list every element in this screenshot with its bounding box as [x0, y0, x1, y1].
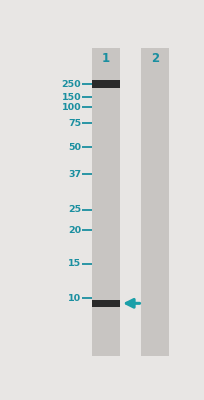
Text: 15: 15	[68, 259, 81, 268]
Bar	[92, 80, 119, 88]
Text: 25: 25	[68, 205, 81, 214]
Text: 100: 100	[61, 103, 81, 112]
Text: 2: 2	[150, 52, 158, 65]
Text: 75: 75	[68, 119, 81, 128]
Text: 1: 1	[101, 52, 109, 65]
Text: 50: 50	[68, 143, 81, 152]
Bar	[92, 48, 119, 356]
Text: 20: 20	[68, 226, 81, 235]
Text: 37: 37	[68, 170, 81, 179]
Text: 150: 150	[61, 93, 81, 102]
Bar	[141, 48, 168, 356]
Bar	[92, 300, 119, 307]
Text: 10: 10	[68, 294, 81, 302]
Text: 250: 250	[61, 80, 81, 89]
